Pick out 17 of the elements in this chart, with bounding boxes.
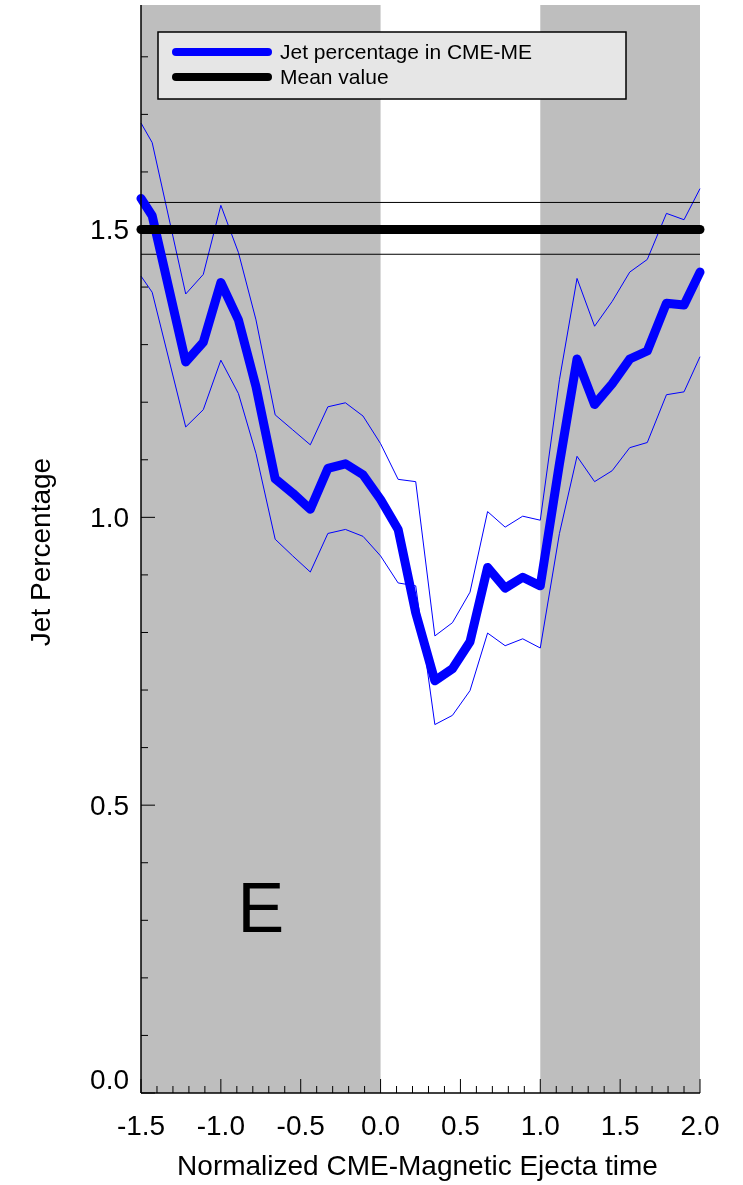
x-tick-label: 1.5 xyxy=(600,1110,640,1141)
y-tick-label: 0.5 xyxy=(90,789,129,821)
x-tick-label: 1.0 xyxy=(520,1110,560,1141)
x-tick-label: -1.5 xyxy=(116,1110,166,1141)
x-tick-label: 2.0 xyxy=(680,1110,720,1141)
x-tick-label: -1.0 xyxy=(196,1110,245,1141)
x-tick-label: 0.5 xyxy=(440,1110,480,1141)
y-tick-label: 1.0 xyxy=(90,502,129,534)
x-axis-title: Normalized CME-Magnetic Ejecta time xyxy=(177,1150,658,1181)
y-axis-title: Jet Percentage xyxy=(25,457,56,647)
y-tick-label: 1.5 xyxy=(90,214,129,246)
x-tick-label: 0.0 xyxy=(361,1110,401,1141)
annotation: E xyxy=(237,868,285,947)
y-tick-label: 0.0 xyxy=(90,1063,129,1095)
legend-label: Mean value xyxy=(280,65,389,89)
legend-label: Jet percentage in CME-ME xyxy=(280,40,533,64)
x-tick-label: -0.5 xyxy=(276,1110,325,1141)
